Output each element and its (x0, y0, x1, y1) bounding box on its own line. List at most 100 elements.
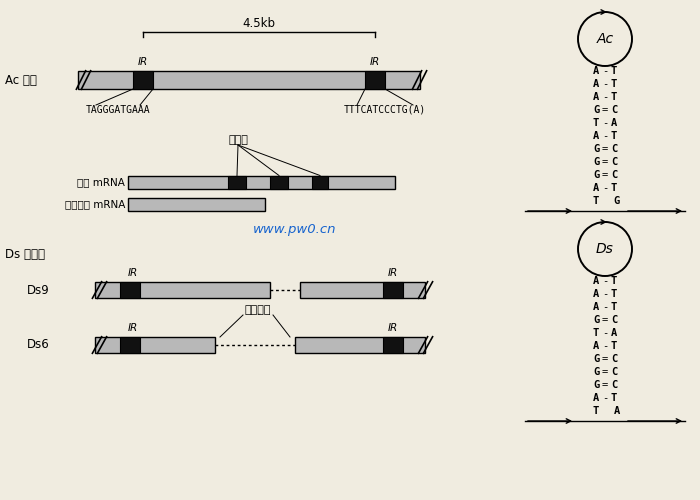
Text: A: A (593, 183, 599, 193)
Text: =: = (602, 315, 608, 325)
Text: IR: IR (138, 57, 148, 67)
Text: A: A (593, 289, 599, 299)
Text: A: A (593, 92, 599, 102)
Text: Ds6: Ds6 (27, 338, 50, 351)
Text: -: - (602, 118, 608, 128)
Text: C: C (611, 170, 617, 180)
Bar (295, 337, 425, 353)
Bar (312, 176, 328, 188)
Text: G: G (614, 196, 620, 206)
Text: C: C (611, 105, 617, 115)
Text: A: A (593, 79, 599, 89)
Text: =: = (602, 157, 608, 167)
Text: =: = (602, 170, 608, 180)
Text: -: - (602, 328, 608, 338)
Text: T: T (611, 183, 617, 193)
Text: C: C (611, 157, 617, 167)
Text: G: G (593, 105, 599, 115)
Text: =: = (602, 354, 608, 364)
Bar (300, 282, 425, 298)
Text: IR: IR (388, 268, 398, 278)
Text: A: A (593, 276, 599, 286)
Text: T: T (611, 276, 617, 286)
Text: T: T (611, 66, 617, 76)
Text: Ac: Ac (596, 32, 614, 46)
Text: -: - (602, 276, 608, 286)
Text: T: T (611, 131, 617, 141)
Text: Ac 因子: Ac 因子 (5, 74, 37, 86)
Text: IR: IR (370, 57, 380, 67)
Text: 4.5kb: 4.5kb (242, 17, 276, 30)
Text: -: - (602, 289, 608, 299)
Text: -: - (602, 131, 608, 141)
Text: T: T (593, 406, 599, 416)
Text: IR: IR (128, 268, 138, 278)
Bar (128, 176, 395, 188)
Text: G: G (593, 367, 599, 377)
Text: T: T (611, 341, 617, 351)
Text: A: A (593, 66, 599, 76)
Text: T: T (611, 92, 617, 102)
Bar (120, 337, 140, 353)
Text: G: G (593, 170, 599, 180)
Text: C: C (611, 315, 617, 325)
Text: T: T (611, 302, 617, 312)
Text: www.pw0.cn: www.pw0.cn (253, 224, 337, 236)
Text: C: C (611, 354, 617, 364)
Text: T: T (593, 118, 599, 128)
Bar (383, 282, 403, 298)
Text: -: - (602, 79, 608, 89)
Bar (95, 282, 270, 298)
Bar (365, 71, 385, 89)
Bar (128, 198, 265, 210)
Text: =: = (602, 380, 608, 390)
Text: -: - (602, 302, 608, 312)
Text: IR: IR (388, 323, 398, 333)
Text: 内含子: 内含子 (228, 135, 248, 145)
Bar (228, 176, 246, 188)
Text: A: A (611, 328, 617, 338)
Text: G: G (593, 354, 599, 364)
Bar (78, 71, 420, 89)
Text: 加工后的 mRNA: 加工后的 mRNA (64, 199, 125, 209)
Text: C: C (611, 144, 617, 154)
Bar (95, 337, 215, 353)
Bar (133, 71, 153, 89)
Text: -: - (602, 183, 608, 193)
Text: A: A (593, 131, 599, 141)
Text: G: G (593, 315, 599, 325)
Text: -: - (602, 393, 608, 403)
Text: T: T (593, 328, 599, 338)
Bar (383, 337, 403, 353)
Text: T: T (611, 393, 617, 403)
Text: -: - (602, 92, 608, 102)
Text: Ds: Ds (596, 242, 614, 256)
Text: Ds9: Ds9 (27, 284, 50, 296)
Text: =: = (602, 367, 608, 377)
Text: TAGGGATGAAA: TAGGGATGAAA (85, 105, 150, 115)
Text: -: - (602, 341, 608, 351)
Text: =: = (602, 105, 608, 115)
Text: G: G (593, 157, 599, 167)
Text: T: T (593, 196, 599, 206)
Text: -: - (602, 66, 608, 76)
Text: 初级 mRNA: 初级 mRNA (77, 177, 125, 187)
Bar (270, 176, 288, 188)
Bar (120, 282, 140, 298)
Text: T: T (611, 79, 617, 89)
Text: TTTCATCCCTG(A): TTTCATCCCTG(A) (344, 105, 426, 115)
Text: A: A (611, 118, 617, 128)
Text: 内失部分: 内失部分 (258, 314, 262, 316)
Text: G: G (593, 144, 599, 154)
Text: A: A (593, 341, 599, 351)
Text: Ds 因子：: Ds 因子： (5, 248, 45, 262)
Text: 缺失部分: 缺失部分 (245, 305, 272, 315)
Text: C: C (611, 367, 617, 377)
Text: =: = (602, 144, 608, 154)
Text: A: A (593, 302, 599, 312)
Text: G: G (593, 380, 599, 390)
Text: C: C (611, 380, 617, 390)
Text: IR: IR (128, 323, 138, 333)
Text: A: A (593, 393, 599, 403)
Text: T: T (611, 289, 617, 299)
